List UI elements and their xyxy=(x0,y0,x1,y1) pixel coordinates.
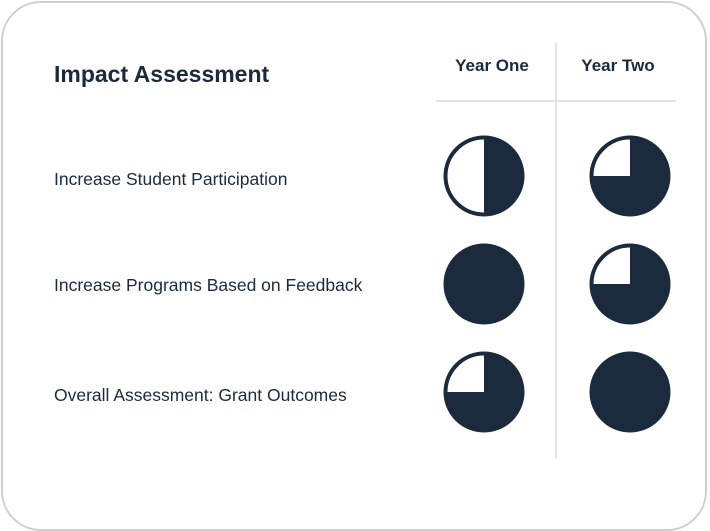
harvey-ball-fill xyxy=(591,245,669,323)
harvey-ball-icon xyxy=(443,351,525,433)
row-label-student-participation: Increase Student Participation xyxy=(54,169,288,189)
harvey-ball-fill xyxy=(484,137,523,215)
harvey-ball-icon xyxy=(589,351,671,433)
harvey-ball-fill xyxy=(445,353,523,431)
row-label-grant-outcomes: Overall Assessment: Grant Outcomes xyxy=(54,385,347,405)
page-title: Impact Assessment xyxy=(54,61,270,87)
column-header-year-one: Year One xyxy=(455,56,529,75)
harvey-ball-fill xyxy=(591,137,669,215)
harvey-ball-icon xyxy=(589,135,671,217)
column-header-year-two: Year Two xyxy=(581,56,655,75)
column-divider xyxy=(555,43,557,458)
harvey-ball-icon xyxy=(589,243,671,325)
harvey-ball-icon xyxy=(443,243,525,325)
harvey-ball-icon xyxy=(443,135,525,217)
row-label-programs-feedback: Increase Programs Based on Feedback xyxy=(54,275,363,295)
